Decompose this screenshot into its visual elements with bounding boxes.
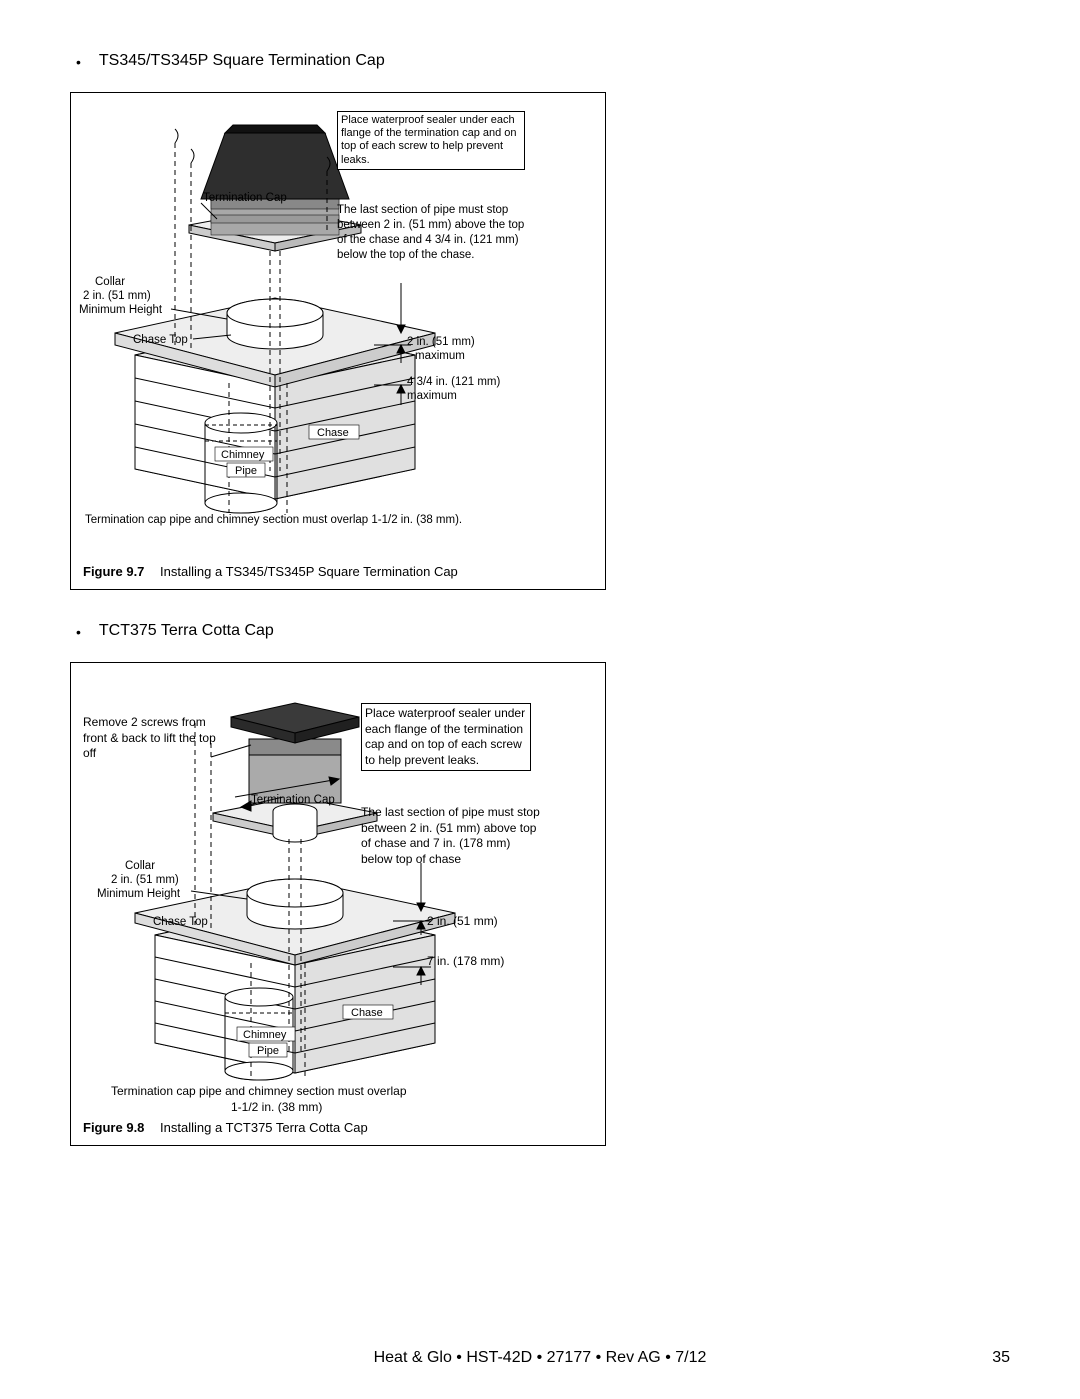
label-chase-7: Chase xyxy=(317,427,349,439)
label-chase-8: Chase xyxy=(351,1007,383,1019)
label-chimney-7: Chimney xyxy=(221,449,265,461)
dim2sub-7: maximum xyxy=(407,390,457,402)
figure-9-8-svg: Remove 2 screws from front & back to lif… xyxy=(71,663,607,1147)
label-collar-min-7: Minimum Height xyxy=(79,304,163,316)
label-term-cap-7: Termination Cap xyxy=(203,192,287,204)
label-term-cap-8: Termination Cap xyxy=(251,794,335,806)
label-collar-dim-8: 2 in. (51 mm) xyxy=(111,874,179,886)
fig-label-7: Figure 9.7 xyxy=(83,564,144,579)
fig-title-8: Installing a TCT375 Terra Cotta Cap xyxy=(160,1120,368,1135)
footer-text: Heat & Glo • HST-42D • 27177 • Rev AG • … xyxy=(110,1349,970,1367)
label-chase-top-7: Chase Top xyxy=(133,334,188,346)
pipe-note-8: The last section of pipe must stop betwe… xyxy=(361,805,541,867)
heading-text-2: TCT375 Terra Cotta Cap xyxy=(99,622,274,640)
heading-text: TS345/TS345P Square Termination Cap xyxy=(99,52,385,70)
overlap-note-8b: 1-1/2 in. (38 mm) xyxy=(231,1100,322,1114)
overlap-note-8a: Termination cap pipe and chimney section… xyxy=(111,1084,407,1098)
heading-section2: • TCT375 Terra Cotta Cap xyxy=(70,622,1010,642)
label-collar-8: Collar xyxy=(125,860,155,872)
label-pipe-8: Pipe xyxy=(257,1045,279,1057)
figure-caption-7: Figure 9.7 Installing a TS345/TS345P Squ… xyxy=(83,564,458,579)
bullet-dot-2: • xyxy=(76,622,81,642)
page-footer: Heat & Glo • HST-42D • 27177 • Rev AG • … xyxy=(0,1349,1080,1367)
pipe-note-7: The last section of pipe must stop betwe… xyxy=(337,203,529,263)
figure-9-7-svg: Place waterproof sealer under each flang… xyxy=(71,93,607,591)
sealer-note-8: Place waterproof sealer under each flang… xyxy=(361,703,531,771)
heading-section1: • TS345/TS345P Square Termination Cap xyxy=(70,52,1010,72)
figure-9-8: Remove 2 screws from front & back to lif… xyxy=(70,662,606,1146)
label-collar-dim-7: 2 in. (51 mm) xyxy=(83,290,151,302)
figure-caption-8: Figure 9.8 Installing a TCT375 Terra Cot… xyxy=(83,1120,368,1135)
dim1-8: 2 in. (51 mm) xyxy=(427,914,498,928)
label-collar-7: Collar xyxy=(95,276,125,288)
label-chase-top-8: Chase Top xyxy=(153,916,208,928)
figure-9-7: Place waterproof sealer under each flang… xyxy=(70,92,606,590)
screws-note-8: Remove 2 screws from front & back to lif… xyxy=(83,715,217,762)
dim1-7: 2 in. (51 mm) xyxy=(407,336,475,348)
bullet-dot: • xyxy=(76,52,81,72)
sealer-note-7: Place waterproof sealer under each flang… xyxy=(337,111,525,170)
fig-title-7: Installing a TS345/TS345P Square Termina… xyxy=(160,564,458,579)
label-collar-min-8: Minimum Height xyxy=(97,888,181,900)
dim2-8: 7 in. (178 mm) xyxy=(427,954,504,968)
dim2-7: 4 3/4 in. (121 mm) xyxy=(407,376,500,388)
overlap-note-7: Termination cap pipe and chimney section… xyxy=(85,514,462,526)
label-chimney-8: Chimney xyxy=(243,1029,287,1041)
label-pipe-7: Pipe xyxy=(235,465,257,477)
page-number: 35 xyxy=(970,1349,1010,1367)
dim1sub-7: maximum xyxy=(415,350,465,362)
fig-label-8: Figure 9.8 xyxy=(83,1120,144,1135)
